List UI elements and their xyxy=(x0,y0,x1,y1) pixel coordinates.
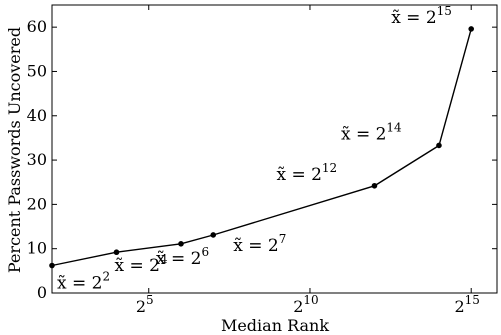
point-annotation: x̃ = 215 xyxy=(391,4,452,28)
y-tick-label: 20 xyxy=(27,194,47,213)
point-annotation: x̃ = 212 xyxy=(276,161,337,185)
data-point xyxy=(178,241,184,247)
x-tick-label: 25 xyxy=(136,293,154,316)
x-axis-label: Median Rank xyxy=(221,316,329,335)
point-annotation: x̃ = 24 xyxy=(114,252,167,276)
point-annotation: x̃ = 26 xyxy=(156,245,209,269)
data-point xyxy=(436,142,442,149)
y-tick-label: 40 xyxy=(27,106,47,125)
point-annotation: x̃ = 27 xyxy=(233,232,286,256)
y-tick-label: 60 xyxy=(27,17,47,36)
data-point xyxy=(49,262,55,269)
data-point xyxy=(113,249,120,256)
point-annotation: x̃ = 214 xyxy=(341,120,402,144)
series-line xyxy=(51,28,472,267)
point-annotation: x̃ = 22 xyxy=(57,270,110,294)
series xyxy=(49,26,475,269)
x-tick-label: 210 xyxy=(293,293,318,316)
y-axis-label: Percent Passwords Uncovered xyxy=(5,27,24,273)
y-tick-label: 50 xyxy=(27,61,47,80)
x-tick-label: 215 xyxy=(454,293,479,316)
y-tick-label: 0 xyxy=(37,283,47,302)
data-point xyxy=(468,26,475,32)
plot-frame xyxy=(51,4,498,294)
ticks: 0 10 20 30 40 50 60 25 210 215 xyxy=(27,5,497,316)
data-point xyxy=(371,182,378,189)
y-tick-label: 30 xyxy=(27,150,47,169)
data-point xyxy=(210,232,217,238)
y-tick-label: 10 xyxy=(27,239,47,258)
axes xyxy=(51,4,498,294)
